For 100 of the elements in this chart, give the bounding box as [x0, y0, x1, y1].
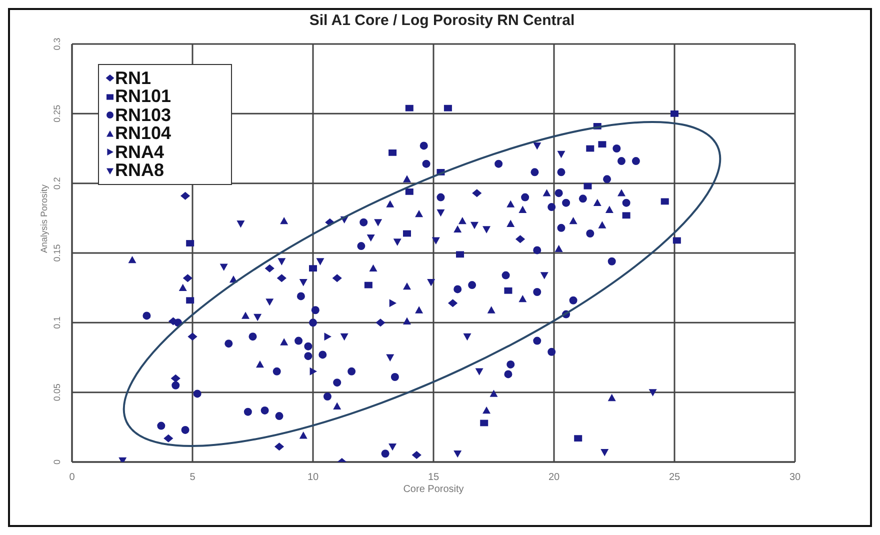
- point: [182, 274, 192, 282]
- legend-label: RN103: [115, 104, 172, 125]
- point: [584, 182, 592, 190]
- point: [554, 189, 563, 198]
- point: [318, 350, 327, 359]
- point: [220, 264, 228, 271]
- point: [540, 272, 548, 280]
- x-tick-label: 5: [190, 472, 196, 483]
- point: [374, 219, 382, 226]
- point: [432, 237, 440, 244]
- point: [402, 175, 411, 182]
- point: [348, 367, 356, 376]
- point: [390, 373, 399, 382]
- point: [504, 287, 512, 294]
- point: [188, 332, 198, 341]
- point: [444, 104, 452, 112]
- point: [506, 220, 515, 227]
- point: [458, 216, 466, 224]
- point: [502, 271, 510, 280]
- point: [533, 288, 542, 296]
- point: [506, 200, 515, 208]
- point: [333, 378, 342, 387]
- y-tick-label: 0.05: [52, 384, 62, 402]
- point: [405, 104, 414, 112]
- point: [376, 318, 386, 327]
- legend-label: RN1: [115, 68, 152, 88]
- legend-label: RN104: [115, 123, 172, 144]
- point: [490, 390, 498, 397]
- point: [236, 220, 245, 228]
- point: [369, 264, 378, 272]
- point: [388, 443, 397, 451]
- point: [554, 244, 563, 252]
- x-tick-label: 20: [548, 472, 560, 483]
- point: [622, 212, 630, 219]
- point: [470, 222, 478, 230]
- point: [454, 225, 462, 233]
- point: [593, 198, 602, 206]
- point: [472, 189, 482, 198]
- point: [648, 389, 657, 396]
- point: [254, 314, 262, 322]
- point: [357, 242, 366, 250]
- point: [530, 168, 539, 176]
- point: [402, 282, 411, 290]
- point: [360, 218, 368, 226]
- point: [172, 381, 180, 390]
- legend-label: RNA4: [115, 142, 164, 162]
- point: [388, 149, 397, 156]
- point: [504, 370, 512, 378]
- x-tick-label: 15: [428, 472, 440, 483]
- point: [128, 256, 136, 264]
- legend-label: RNA8: [115, 160, 164, 180]
- point: [264, 264, 274, 272]
- point: [660, 198, 669, 205]
- point: [506, 360, 515, 368]
- point: [456, 251, 464, 258]
- x-tick-label: 30: [789, 472, 801, 483]
- point: [304, 342, 312, 350]
- point: [569, 296, 578, 304]
- point: [574, 435, 582, 442]
- point: [309, 318, 317, 327]
- point: [622, 198, 630, 207]
- point: [309, 265, 317, 272]
- point: [324, 332, 332, 341]
- point: [280, 216, 288, 224]
- point: [533, 336, 542, 345]
- point: [181, 426, 190, 434]
- point: [274, 442, 284, 451]
- point: [569, 216, 578, 224]
- point: [142, 312, 151, 320]
- point: [557, 150, 566, 158]
- point: [323, 392, 332, 401]
- point: [193, 390, 202, 398]
- point: [562, 198, 570, 207]
- x-tick-label: 10: [307, 472, 319, 483]
- point: [333, 402, 342, 410]
- x-axis-title: Core Porosity: [403, 484, 464, 495]
- point: [415, 306, 424, 314]
- point: [278, 258, 286, 266]
- y-tick-label: 0.25: [52, 104, 62, 122]
- point: [393, 238, 402, 246]
- point: [598, 221, 606, 228]
- point: [332, 274, 342, 282]
- point: [415, 210, 424, 218]
- y-tick-label: 0.2: [52, 177, 62, 190]
- point: [518, 294, 527, 302]
- point: [402, 230, 411, 237]
- point: [672, 237, 681, 244]
- point: [304, 352, 312, 360]
- point: [280, 338, 288, 346]
- point: [275, 412, 284, 420]
- point: [482, 406, 491, 414]
- point: [515, 235, 526, 244]
- point: [164, 434, 174, 442]
- point: [420, 142, 428, 150]
- point: [454, 285, 462, 294]
- point: [316, 258, 324, 266]
- point: [578, 194, 587, 203]
- point: [518, 206, 527, 214]
- point: [186, 240, 194, 246]
- point: [605, 206, 614, 214]
